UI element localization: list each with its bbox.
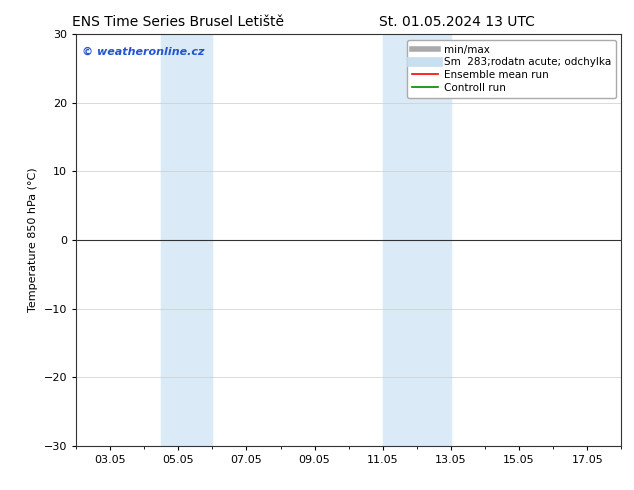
Bar xyxy=(161,34,212,446)
Legend: min/max, Sm  283;rodatn acute; odchylka, Ensemble mean run, Controll run: min/max, Sm 283;rodatn acute; odchylka, … xyxy=(407,40,616,98)
Text: ENS Time Series Brusel Letiště: ENS Time Series Brusel Letiště xyxy=(72,15,283,29)
Text: St. 01.05.2024 13 UTC: St. 01.05.2024 13 UTC xyxy=(378,15,534,29)
Y-axis label: Temperature 850 hPa (°C): Temperature 850 hPa (°C) xyxy=(28,168,38,313)
Bar xyxy=(383,34,451,446)
Text: © weatheronline.cz: © weatheronline.cz xyxy=(82,47,204,57)
